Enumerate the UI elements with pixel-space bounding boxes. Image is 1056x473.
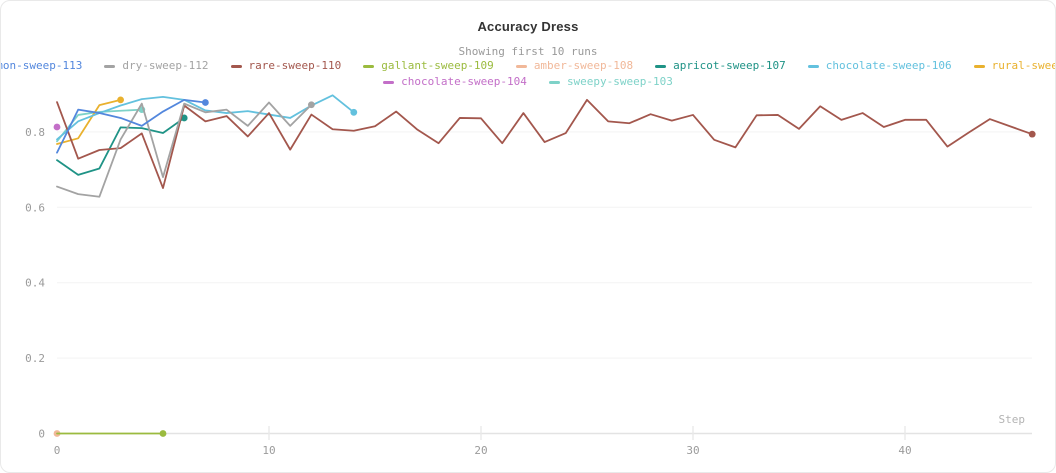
series-endpoint-rural-sweep-105[interactable]	[117, 96, 124, 104]
x-tick-label: 0	[54, 444, 61, 457]
legend-item-chocolate-sweep-104[interactable]: chocolate-sweep-104	[383, 74, 527, 90]
legend-item-lemon-sweep-113[interactable]: lemon-sweep-113	[1, 58, 83, 74]
series-endpoint-rare-sweep-110[interactable]	[1028, 130, 1036, 138]
series-line-rural-sweep-105[interactable]	[56, 98, 122, 145]
legend-item-gallant-sweep-109[interactable]: gallant-sweep-109	[363, 58, 494, 74]
legend: lemon-sweep-113 dry-sweep-112 rare-sweep-1…	[1, 58, 1055, 90]
series-endpoint-gallant-sweep-109[interactable]	[159, 430, 167, 437]
x-tick-label: 30	[686, 444, 699, 457]
legend-label: chocolate-sweep-106	[825, 59, 952, 72]
legend-swatch-icon	[104, 64, 116, 68]
series-endpoint-lemon-sweep-113[interactable]	[202, 99, 209, 106]
y-tick-label: 0.8	[25, 126, 45, 139]
y-tick-label: 0.2	[25, 352, 45, 365]
legend-swatch-icon	[515, 64, 527, 68]
legend-item-rural-sweep-105[interactable]: rural-sweep-105	[973, 58, 1055, 74]
series-line-chocolate-sweep-106[interactable]	[56, 94, 355, 141]
series-endpoint-chocolate-sweep-106[interactable]	[350, 108, 358, 116]
series-endpoint-dry-sweep-112[interactable]	[308, 101, 315, 109]
legend-label: rural-sweep-105	[991, 59, 1055, 72]
series-line-rare-sweep-110[interactable]	[56, 98, 1034, 189]
legend-row-2: chocolate-sweep-104 sweepy-sweep-103	[1, 74, 1055, 90]
legend-label: amber-sweep-108	[533, 59, 634, 72]
legend-label: dry-sweep-112	[122, 59, 209, 72]
series-line-apricot-sweep-107[interactable]	[56, 117, 186, 176]
legend-swatch-icon	[973, 64, 985, 68]
legend-row-1: lemon-sweep-113 dry-sweep-112 rare-sweep-1…	[1, 58, 1055, 74]
legend-item-apricot-sweep-107[interactable]: apricot-sweep-107	[655, 58, 786, 74]
legend-swatch-icon	[230, 64, 242, 68]
legend-item-sweepy-sweep-103[interactable]: sweepy-sweep-103	[548, 74, 673, 90]
legend-label: chocolate-sweep-104	[401, 75, 527, 88]
legend-swatch-icon	[383, 80, 395, 84]
legend-label: gallant-sweep-109	[381, 59, 494, 72]
legend-swatch-icon	[363, 64, 375, 68]
y-tick-label: 0	[38, 428, 45, 441]
legend-item-dry-sweep-112[interactable]: dry-sweep-112	[104, 58, 209, 74]
x-tick-label: 10	[262, 444, 275, 457]
legend-item-rare-sweep-110[interactable]: rare-sweep-110	[230, 58, 342, 74]
legend-label: rare-sweep-110	[248, 59, 342, 72]
chart-subtitle: Showing first 10 runs	[458, 45, 598, 58]
y-tick-label: 0.6	[25, 201, 45, 214]
legend-item-amber-sweep-108[interactable]: amber-sweep-108	[515, 58, 634, 74]
y-tick-label: 0.4	[25, 277, 45, 290]
x-axis-label: Step	[999, 413, 1026, 426]
chart-title: Accuracy Dress	[477, 19, 579, 34]
series-line-dry-sweep-112[interactable]	[56, 101, 313, 198]
legend-item-chocolate-sweep-106[interactable]: chocolate-sweep-106	[807, 58, 952, 74]
series-endpoint-chocolate-sweep-104[interactable]	[53, 123, 61, 131]
legend-label: lemon-sweep-113	[1, 59, 83, 72]
x-tick-label: 40	[898, 444, 911, 457]
legend-swatch-icon	[807, 64, 819, 68]
x-tick-label: 20	[474, 444, 487, 457]
series-line-lemon-sweep-113[interactable]	[56, 98, 207, 154]
series-endpoint-apricot-sweep-107[interactable]	[180, 114, 188, 122]
legend-swatch-icon	[655, 64, 667, 68]
legend-label: sweepy-sweep-103	[566, 75, 673, 88]
legend-swatch-icon	[548, 80, 560, 84]
legend-label: apricot-sweep-107	[673, 59, 786, 72]
